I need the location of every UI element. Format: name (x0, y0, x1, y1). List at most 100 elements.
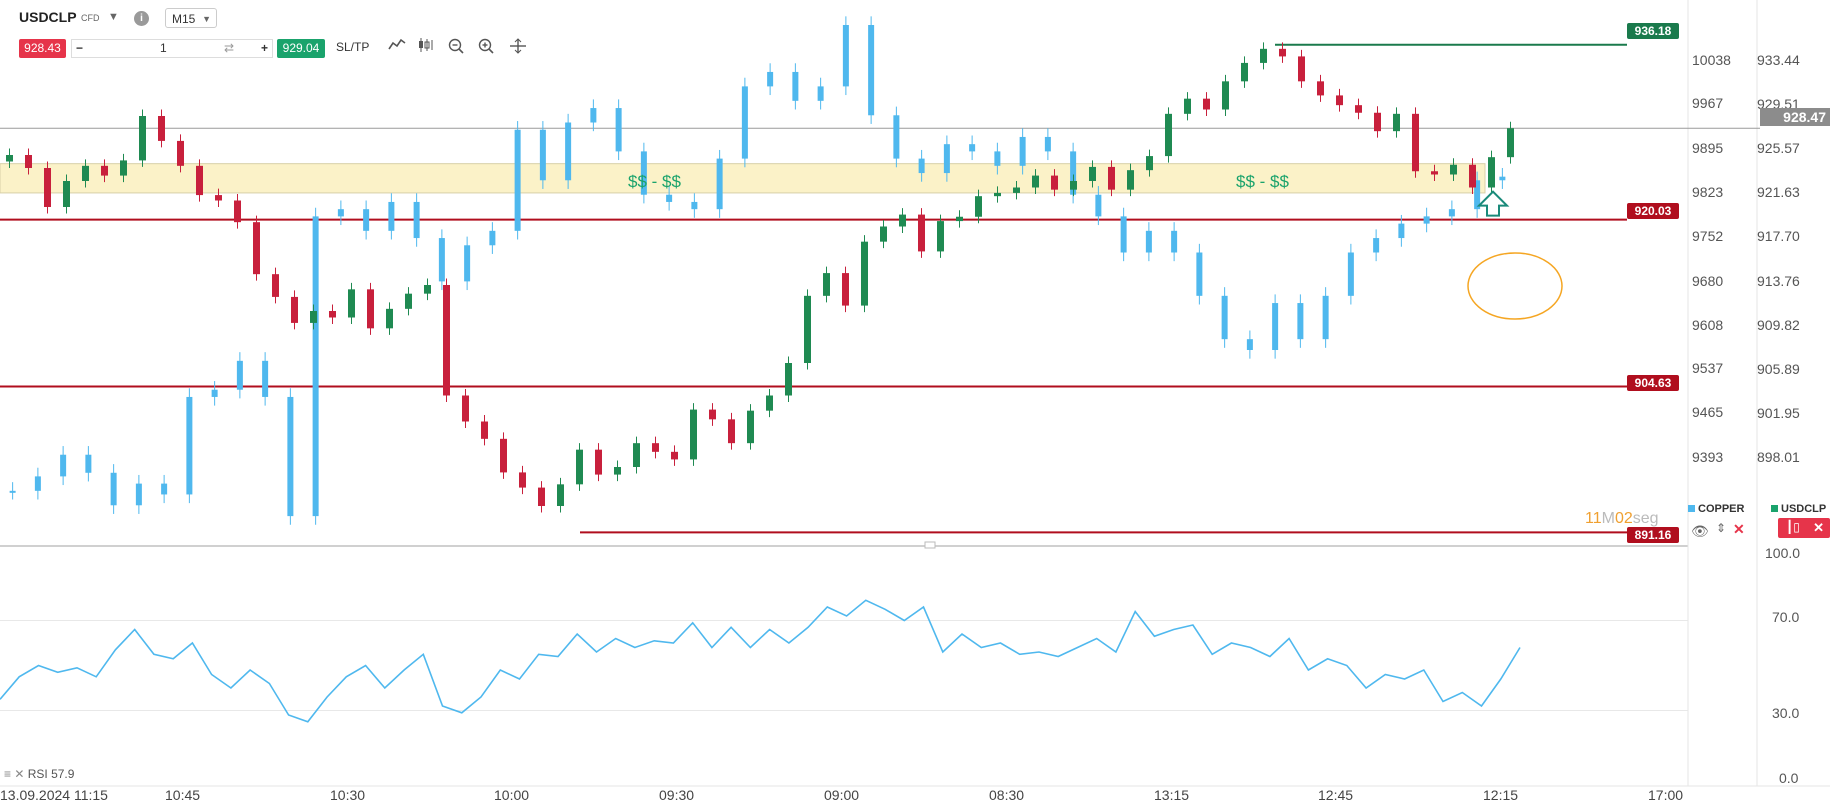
decrease-button[interactable]: − (76, 41, 84, 55)
time-tick: 10:00 (494, 787, 530, 803)
annotation-circle (1467, 252, 1563, 320)
sltp-button[interactable]: SL/TP (336, 40, 370, 54)
usdclp-candle (937, 221, 944, 252)
level-label-891[interactable]: 891.16 (1627, 527, 1679, 543)
candlestick-icon[interactable] (417, 38, 435, 56)
legend-copper[interactable]: COPPER (1688, 503, 1744, 515)
usdclp-candle (1260, 48, 1267, 63)
copper-candle (1171, 230, 1178, 253)
rsi-line (0, 599, 1521, 723)
increase-button[interactable]: + (260, 41, 268, 55)
level-label-920[interactable]: 920.03 (1627, 203, 1679, 219)
usdclp-candle (1070, 181, 1077, 190)
usdclp-candle (899, 214, 906, 227)
usdclp-candle (1393, 113, 1400, 132)
legend-copper-label: COPPER (1698, 503, 1745, 515)
copper-candle (34, 476, 41, 491)
usdclp-candle (1241, 62, 1248, 82)
close-icon[interactable]: ✕ (1733, 521, 1745, 537)
info-icon[interactable]: i (134, 11, 149, 26)
legend-usdclp[interactable]: USDCLP (1771, 503, 1826, 515)
copper-candle (211, 389, 218, 397)
candlestick-icon[interactable]: ┃▯ (1786, 520, 1800, 534)
usdclp-candle (1317, 81, 1324, 96)
usdclp-candle (633, 443, 640, 467)
usdclp-candle (348, 289, 355, 318)
copper-candle (994, 151, 1001, 166)
usdclp-candle (44, 168, 51, 207)
usdclp-candle (329, 311, 336, 318)
symbol-dropdown-icon[interactable]: ▼ (108, 11, 119, 23)
quantity-stepper[interactable]: − 1 ⇄ + (71, 39, 273, 58)
copper-candle (1196, 252, 1203, 296)
usdclp-candle (1412, 113, 1419, 172)
usdclp-candle (1355, 105, 1362, 113)
usdclp-candle (101, 165, 108, 176)
usdclp-candle (671, 451, 678, 460)
usdclp-tick: 909.82 (1757, 317, 1800, 333)
level-label-936[interactable]: 936.18 (1627, 23, 1679, 39)
usdclp-candle (367, 289, 374, 329)
usdclp-candle (804, 295, 811, 363)
rsi-value: RSI 57.9 (27, 767, 75, 781)
usdclp-candle (1279, 48, 1286, 57)
reorder-icon[interactable]: ⇕ (1716, 521, 1727, 535)
zoom-in-icon[interactable] (478, 38, 494, 58)
close-icon[interactable]: ✕ (1813, 520, 1824, 535)
copper-candle (1272, 303, 1279, 350)
usdclp-candle (63, 181, 70, 207)
copper-candle (842, 25, 849, 87)
menu-icon[interactable]: ≡ (4, 767, 12, 781)
eye-icon[interactable]: 👁 (1691, 523, 1709, 539)
line-chart-icon[interactable] (388, 38, 406, 56)
arrow-up-icon (1476, 190, 1510, 217)
usdclp-candle (1336, 95, 1343, 106)
usdclp-candle (956, 216, 963, 222)
quantity-input[interactable]: 1 (160, 41, 167, 55)
usdclp-tick: 901.95 (1757, 405, 1800, 421)
usdclp-candle (424, 285, 431, 294)
symbol-name[interactable]: USDCLP (19, 9, 77, 25)
copper-candle (1347, 252, 1354, 296)
copper-candle (640, 151, 647, 195)
copper-candle (1423, 216, 1430, 224)
timeframe-value: M15 (172, 12, 196, 26)
copper-candle (918, 158, 925, 174)
usdclp-candle (690, 409, 697, 460)
rsi-indicator-label[interactable]: ≡ ✕ RSI 57.9 (4, 767, 74, 781)
usdclp-series-controls[interactable]: ┃▯ ✕ (1778, 518, 1830, 538)
usdclp-candle (918, 214, 925, 252)
copper-candle (262, 360, 269, 397)
copper-candle (1499, 176, 1506, 181)
sell-price-button[interactable]: 928.43 (19, 39, 66, 58)
copper-candle (539, 129, 546, 181)
usdclp-tick: 933.44 (1757, 52, 1800, 68)
rsi-tick: 0.0 (1779, 770, 1799, 786)
copper-candle (388, 201, 395, 231)
level-label-904[interactable]: 904.63 (1627, 375, 1679, 391)
usdclp-candle (1450, 164, 1457, 175)
buy-price-button[interactable]: 929.04 (277, 39, 325, 58)
move-icon[interactable] (509, 38, 527, 58)
usdclp-candle (386, 308, 393, 329)
swap-icon[interactable]: ⇄ (224, 41, 235, 55)
copper-candle (337, 209, 344, 217)
timeframe-select[interactable]: M15 ▼ (165, 8, 217, 28)
copper-candle (413, 201, 420, 239)
usdclp-candle (709, 409, 716, 420)
usdclp-candle (1165, 113, 1172, 157)
close-icon[interactable]: ✕ (11, 767, 28, 781)
copper-tick: 9393 (1692, 449, 1724, 465)
symbol-suffix: CFD (81, 13, 100, 23)
copper-candle (1145, 230, 1152, 253)
copper-candle (312, 216, 319, 517)
rsi-tick: 30.0 (1772, 705, 1800, 721)
zoom-out-icon[interactable] (448, 38, 464, 58)
usdclp-tick: 913.76 (1757, 273, 1800, 289)
time-tick: 10:30 (330, 787, 366, 803)
copper-candle (1044, 136, 1051, 152)
usdclp-candle (25, 155, 32, 168)
copper-candle (9, 490, 16, 493)
candle-countdown: 11M02seg (1585, 510, 1659, 528)
